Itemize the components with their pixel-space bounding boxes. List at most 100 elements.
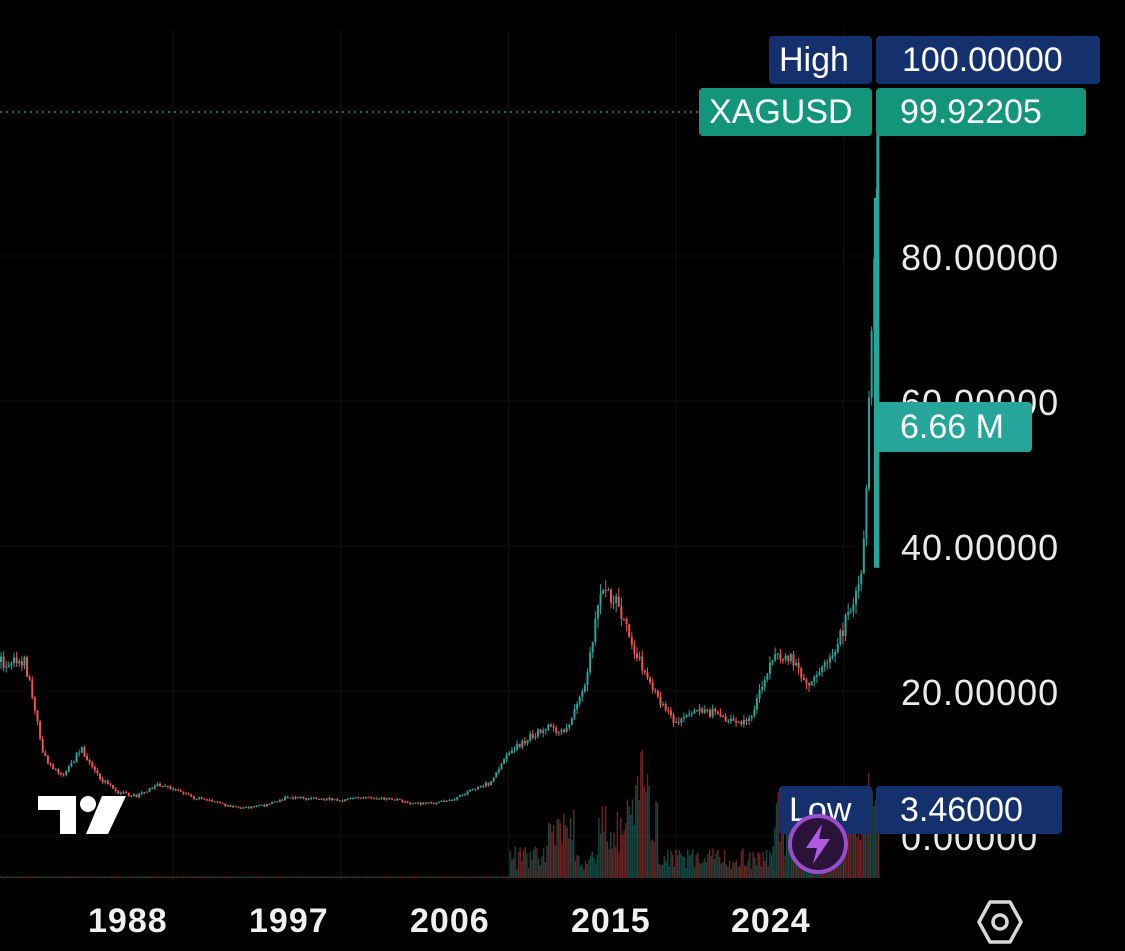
tradingview-logo-icon[interactable]: [32, 790, 132, 840]
volume-bar: [611, 848, 614, 878]
candle-body: [23, 657, 26, 666]
candle-body: [706, 709, 709, 711]
candle-body: [735, 720, 738, 723]
volume-bar: [640, 752, 642, 878]
time-axis-label: 1997: [249, 902, 329, 940]
candle-body: [547, 724, 550, 730]
volume-bar: [279, 876, 282, 878]
settings-hexagon-icon[interactable]: [976, 898, 1024, 946]
candle-body: [138, 793, 141, 798]
volume-bar: [536, 848, 538, 878]
candle-body: [745, 719, 748, 722]
candle-body: [357, 796, 360, 798]
volume-bar: [551, 831, 553, 878]
candle-body: [354, 796, 357, 798]
volume-bar: [723, 850, 726, 878]
volume-bar: [3, 876, 5, 878]
volume-bar: [754, 857, 756, 878]
candle-body: [594, 618, 597, 642]
volume-bar: [625, 823, 627, 878]
candle-body: [218, 802, 221, 804]
volume-bar: [383, 876, 386, 878]
volume-bar: [683, 857, 686, 878]
candle-body: [813, 676, 816, 682]
volume-bar: [165, 876, 168, 878]
candle-body: [552, 726, 555, 728]
candle-body: [145, 791, 148, 793]
candle-body: [200, 797, 203, 799]
candle-body: [716, 711, 719, 714]
candle-body: [604, 590, 607, 592]
candle-body: [839, 630, 842, 644]
candle-body: [581, 691, 584, 697]
candle-body: [310, 797, 313, 799]
volume-bar: [692, 849, 694, 878]
volume-bar: [422, 876, 424, 878]
candle-body: [654, 690, 657, 692]
volume-bar: [485, 876, 488, 878]
volume-bar: [135, 876, 138, 878]
candle-body: [565, 727, 568, 733]
volume-bar: [767, 865, 769, 878]
candle-body: [570, 717, 573, 725]
candle-body: [854, 591, 857, 605]
volume-bar: [457, 876, 459, 878]
volume-bar: [217, 876, 220, 878]
candle-body: [435, 802, 438, 804]
volume-bar: [170, 876, 173, 878]
volume-bar: [482, 876, 485, 878]
lightning-bolt-icon[interactable]: [786, 812, 850, 876]
candle-body: [370, 797, 373, 799]
candle-body: [323, 798, 326, 800]
candle-body: [166, 785, 169, 787]
candle-body: [122, 792, 125, 794]
candle-body: [868, 397, 871, 489]
candle-body: [649, 677, 652, 683]
candle-body: [646, 672, 649, 678]
candle-body: [393, 799, 396, 801]
volume-bar: [671, 854, 674, 878]
volume-bar: [757, 852, 759, 878]
candle-body: [763, 679, 766, 687]
candle-body: [224, 803, 227, 807]
volume-bar: [187, 876, 190, 878]
candle-body: [563, 729, 566, 733]
volume-bar: [437, 876, 439, 878]
volume-bar: [608, 848, 610, 878]
candle-body: [93, 766, 96, 771]
candle-body: [685, 714, 688, 717]
volume-bar: [0, 876, 2, 878]
volume-bar: [616, 811, 619, 878]
candle-body: [620, 606, 623, 619]
volume-bar: [363, 876, 366, 878]
volume-bar: [150, 876, 153, 878]
candle-body: [213, 801, 216, 803]
volume-bar: [385, 876, 387, 878]
candle-body: [860, 573, 863, 585]
volume-bar: [874, 800, 877, 878]
volume-bar: [742, 848, 744, 878]
candle-body: [427, 802, 430, 804]
candle-body: [117, 790, 120, 794]
volume-bar: [85, 876, 87, 878]
candle-body: [190, 794, 193, 797]
volume-bar: [358, 876, 361, 878]
volume-bar: [248, 876, 250, 878]
volume-bar: [579, 865, 582, 878]
volume-bar: [51, 876, 54, 878]
candle-body: [753, 709, 756, 717]
candle-body: [534, 736, 537, 738]
candle-body: [156, 783, 159, 787]
volume-bar: [494, 876, 496, 878]
volume-bar: [20, 876, 22, 878]
volume-bar: [152, 876, 154, 878]
candle-body: [234, 806, 237, 808]
candle-body: [385, 798, 388, 800]
candle-body: [424, 802, 427, 804]
candle-body: [471, 788, 474, 790]
volume-bar: [110, 876, 112, 878]
volume-bar: [417, 876, 419, 878]
volume-bar: [764, 860, 766, 878]
volume-bar: [728, 860, 731, 878]
